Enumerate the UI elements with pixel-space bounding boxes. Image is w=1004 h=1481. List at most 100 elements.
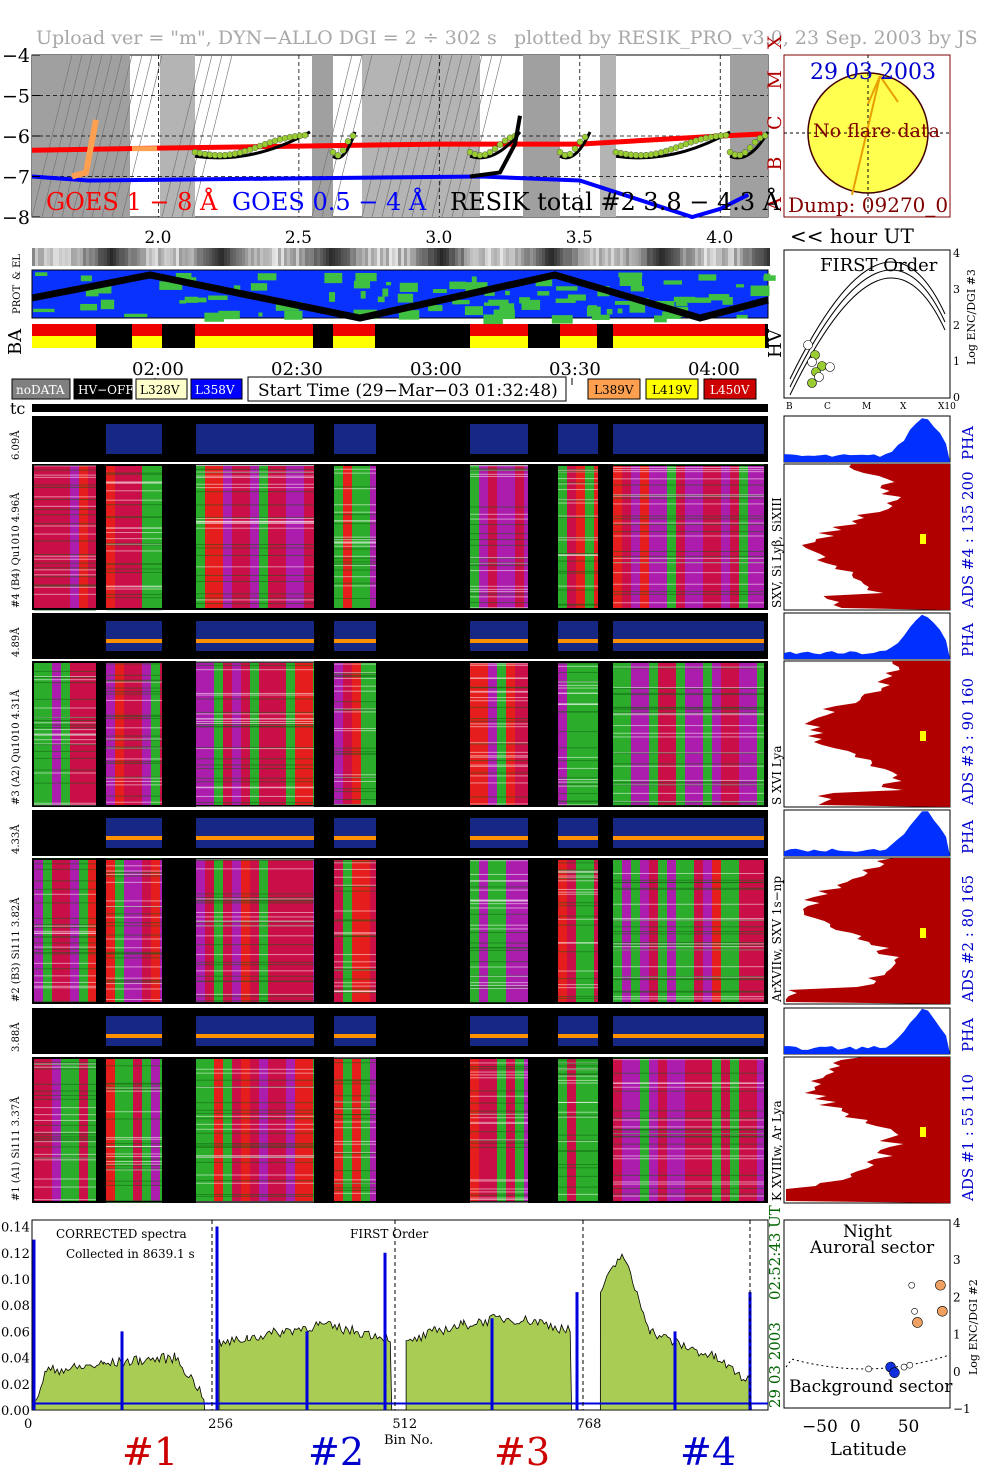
pha-blue [196,818,314,848]
spectrogram-line [196,786,314,788]
spectrogram-line [613,1174,764,1176]
gradient-stripe [758,248,761,266]
gradient-stripe [188,248,191,266]
gradient-stripe [77,248,80,266]
spectrogram-column [594,466,598,608]
spectrogram-line [613,550,764,552]
spectrogram-line [334,1121,376,1123]
gradient-stripe [38,248,41,266]
spectrogram-line [34,716,96,718]
pha-blue [558,1016,598,1046]
gradient-stripe [56,248,59,266]
spectrogram-line [106,663,162,665]
spectrogram-line [196,504,314,506]
spectrogram-column [343,860,352,1002]
spectrogram-line [470,924,528,926]
spectrogram-column [694,466,703,608]
spectrogram-line [106,516,162,518]
gradient-stripe [695,248,698,266]
spectrogram-line [470,596,528,598]
orbit-green-patch [184,296,198,303]
gradient-stripe [494,248,497,266]
spectrogram-line [470,700,528,702]
gradient-stripe [200,248,203,266]
hour-ut-label: << hour UT [790,224,914,248]
channel-lines-label: S XVI Lya [770,746,784,806]
spectrogram-column [106,663,115,805]
spectrogram-column [133,860,142,1002]
spectrogram-line [613,979,764,981]
spectrogram-line [470,726,528,728]
spectrogram-line [558,1073,598,1075]
spectrogram-column [739,860,748,1002]
spectrum-axes: 0.140.120.100.080.060.040.020.000 256 512 7… [1,1221,601,1432]
resik-point [339,147,347,154]
orbit-green-patch [385,281,392,286]
spectrogram-column [295,663,304,805]
spectrogram-line [558,877,598,879]
spectrogram-line [470,950,528,952]
spectrogram-line [470,1090,528,1092]
channel-1: 3.88Å#1 (A1) Si111 3.37Å K XVIIIw, Ar Lya… [10,1007,977,1204]
spectrum-segment-#1 [31,1352,206,1411]
spectrogram-line [613,1195,764,1197]
spectrogram-line [106,504,162,506]
spectrogram-column [658,860,667,1002]
spectrogram-line [34,932,96,934]
spectrogram-column [34,1059,43,1201]
spectrogram-line [334,676,376,678]
spectrogram-column [88,1059,96,1201]
spectrogram-line [613,800,764,802]
spectrogram-line [196,911,314,913]
spectrogram-line [613,713,764,715]
gradient-stripe [104,248,107,266]
first-order-x-tick: M [862,402,871,412]
first-order-y-tick: 2 [953,319,960,332]
spectrogram-line [106,482,162,484]
spectrogram-column [232,1059,241,1201]
orbit-green-patch [722,297,733,305]
resik-point [329,148,337,156]
spectrogram-line [613,933,764,935]
orbit-green-patch [360,291,366,299]
orbit-green-patch [535,277,553,287]
spectrogram-line [196,723,314,725]
spectrogram-line [196,1102,314,1104]
orbit-green-patch [432,289,447,294]
spectrogram-line [470,1188,528,1190]
gradient-stripe [755,248,758,266]
gradient-stripe [746,248,749,266]
spectrogram-line [613,966,764,968]
orbit-green-patch [499,303,515,310]
goes-y-tick: −7 [2,167,30,189]
spectrogram-line [106,544,162,546]
latitude-y-tick: 3 [953,1253,961,1267]
spectrogram-line [558,483,598,485]
spectrogram-line [334,545,376,547]
spectrogram-line [470,473,528,475]
spectrum-y-tick: 0.08 [1,1299,30,1314]
spectrogram-line [613,1183,764,1185]
spectrogram-line [558,499,598,501]
spectrogram-column [334,1059,343,1201]
spectrum-title-mid: FIRST Order [350,1227,428,1241]
orbit-green-patch [179,300,186,304]
latitude-title2: Auroral sector [809,1238,935,1258]
spectrogram-line [106,715,162,717]
spectrogram-line [558,942,598,944]
spectrogram-line [106,691,162,693]
spectrogram-column [151,663,160,805]
spectrogram-line [558,875,598,877]
spectrogram-line [613,593,764,595]
spectrum-panel: 0.140.120.100.080.060.040.020.000 256 512 7… [1,1205,784,1474]
spectrogram-line [558,1068,598,1070]
spectrogram-line [106,776,162,778]
spectrogram-line [613,707,764,709]
spectrogram-line [334,1201,376,1203]
spectrogram-line [558,1115,598,1117]
hatch-line [381,54,423,218]
gradient-stripe [278,248,281,266]
spectrogram-line [106,1180,162,1182]
